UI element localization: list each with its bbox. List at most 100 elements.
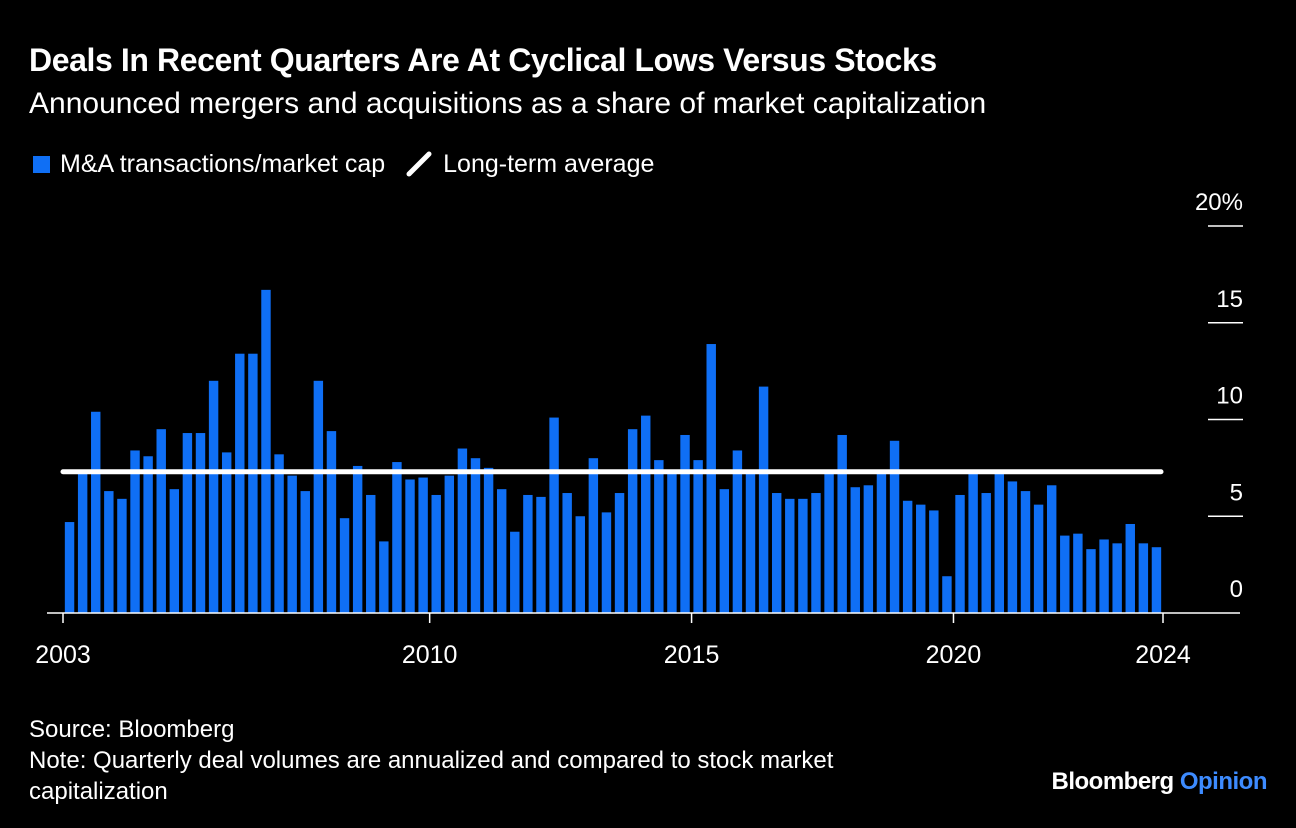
bar-43 — [627, 429, 638, 613]
bar-77 — [1073, 533, 1083, 613]
bar-46 — [667, 473, 677, 613]
bar-27 — [418, 477, 428, 613]
bar-23 — [366, 494, 376, 613]
bar-66 — [929, 510, 939, 613]
bar-78 — [1086, 549, 1096, 613]
bar-80 — [1112, 543, 1122, 613]
bar-37 — [549, 417, 559, 613]
bar-20 — [326, 431, 337, 613]
bar-2 — [91, 411, 101, 613]
y-tick-label-5: 5 — [1230, 479, 1243, 506]
bar-49 — [706, 344, 716, 613]
chart-title: Deals In Recent Quarters Are At Cyclical… — [29, 42, 937, 78]
bar-65 — [916, 504, 926, 613]
legend-line-swatch — [406, 151, 432, 177]
bar-11 — [208, 380, 219, 613]
bar-9 — [182, 433, 193, 613]
bar-68 — [955, 494, 965, 613]
bar-7 — [156, 429, 166, 613]
bar-63 — [889, 440, 900, 613]
bar-12 — [221, 452, 232, 613]
bar-17 — [287, 475, 297, 613]
bar-70 — [981, 493, 991, 613]
bar-83 — [1151, 547, 1162, 613]
bar-1 — [77, 471, 88, 613]
bar-39 — [575, 516, 585, 613]
bar-72 — [1007, 481, 1018, 613]
y-tick-label-0: 0 — [1230, 576, 1243, 603]
legend-bars-label: M&A transactions/market cap — [60, 149, 386, 178]
bar-42 — [614, 493, 625, 613]
bar-4 — [117, 498, 127, 613]
bar-55 — [785, 498, 795, 613]
bar-41 — [601, 512, 612, 613]
bar-79 — [1099, 539, 1109, 613]
note-text: Note: Quarterly deal volumes are annuali… — [29, 747, 834, 805]
x-tick-label-2020: 2020 — [926, 641, 982, 669]
y-tick-label-10: 10 — [1216, 383, 1243, 410]
logo-accent: Opinion — [1179, 768, 1268, 795]
bar-15 — [261, 289, 271, 613]
bar-71 — [994, 471, 1005, 613]
bar-51 — [732, 450, 743, 613]
y-tick-label-20: 20% — [1195, 189, 1243, 216]
bar-22 — [352, 465, 363, 613]
chart-plot: 0 5 10 15 20% 2003 2010 2015 2020 2024 — [35, 189, 1243, 669]
bar-44 — [641, 415, 651, 613]
x-tick-label-2010: 2010 — [402, 641, 458, 669]
x-tick-label-2003: 2003 — [35, 641, 91, 669]
bar-45 — [654, 460, 664, 613]
bar-35 — [523, 494, 533, 613]
bar-67 — [942, 576, 952, 613]
y-tick-label-15: 15 — [1216, 286, 1243, 313]
legend-item-line: Long-term average — [405, 150, 654, 179]
bar-57 — [811, 493, 821, 613]
bar-34 — [510, 531, 520, 613]
bar-73 — [1020, 491, 1031, 613]
bar-76 — [1060, 535, 1070, 613]
bar-52 — [745, 473, 756, 613]
bar-61 — [863, 485, 874, 613]
bar-81 — [1125, 523, 1135, 613]
bar-64 — [902, 500, 913, 613]
bar-38 — [562, 493, 572, 613]
bar-69 — [968, 473, 978, 613]
x-tick-label-2015: 2015 — [664, 641, 720, 669]
bar-19 — [313, 380, 324, 613]
bar-33 — [496, 489, 507, 613]
bloomberg-opinion-logo: Bloomberg Opinion — [1052, 768, 1268, 796]
bar-3 — [104, 491, 114, 613]
chart-subtitle: Announced mergers and acquisitions as a … — [29, 87, 987, 120]
chart-legend: M&A transactions/market cap Long-term av… — [33, 148, 674, 180]
source-text: Source: Bloomberg — [29, 716, 235, 743]
bar-30 — [457, 448, 468, 613]
bar-59 — [837, 434, 847, 613]
logo-brand: Bloomberg — [1051, 768, 1175, 795]
bar-5 — [130, 450, 140, 613]
x-tick-label-2024: 2024 — [1135, 641, 1191, 669]
bar-21 — [339, 518, 350, 613]
legend-item-bars: M&A transactions/market cap — [33, 150, 385, 179]
bar-24 — [379, 541, 389, 613]
bar-14 — [248, 353, 258, 613]
bar-36 — [536, 496, 546, 613]
legend-line-label: Long-term average — [443, 149, 655, 178]
bar-16 — [274, 454, 284, 613]
chart-footnote: Source: Bloomberg Note: Quarterly deal v… — [29, 714, 969, 807]
bar-31 — [470, 458, 481, 613]
bar-8 — [169, 489, 180, 613]
bar-25 — [392, 462, 402, 613]
bar-82 — [1138, 543, 1149, 613]
bar-74 — [1033, 504, 1044, 613]
bar-50 — [719, 489, 730, 613]
bar-47 — [680, 434, 690, 613]
bar-56 — [798, 498, 808, 613]
bar-18 — [300, 491, 310, 613]
bar-29 — [444, 475, 455, 613]
bar-28 — [431, 494, 441, 613]
bar-10 — [195, 433, 206, 613]
bar-54 — [771, 493, 782, 613]
bar-40 — [588, 458, 599, 613]
bar-13 — [235, 353, 245, 613]
bar-60 — [850, 487, 860, 613]
